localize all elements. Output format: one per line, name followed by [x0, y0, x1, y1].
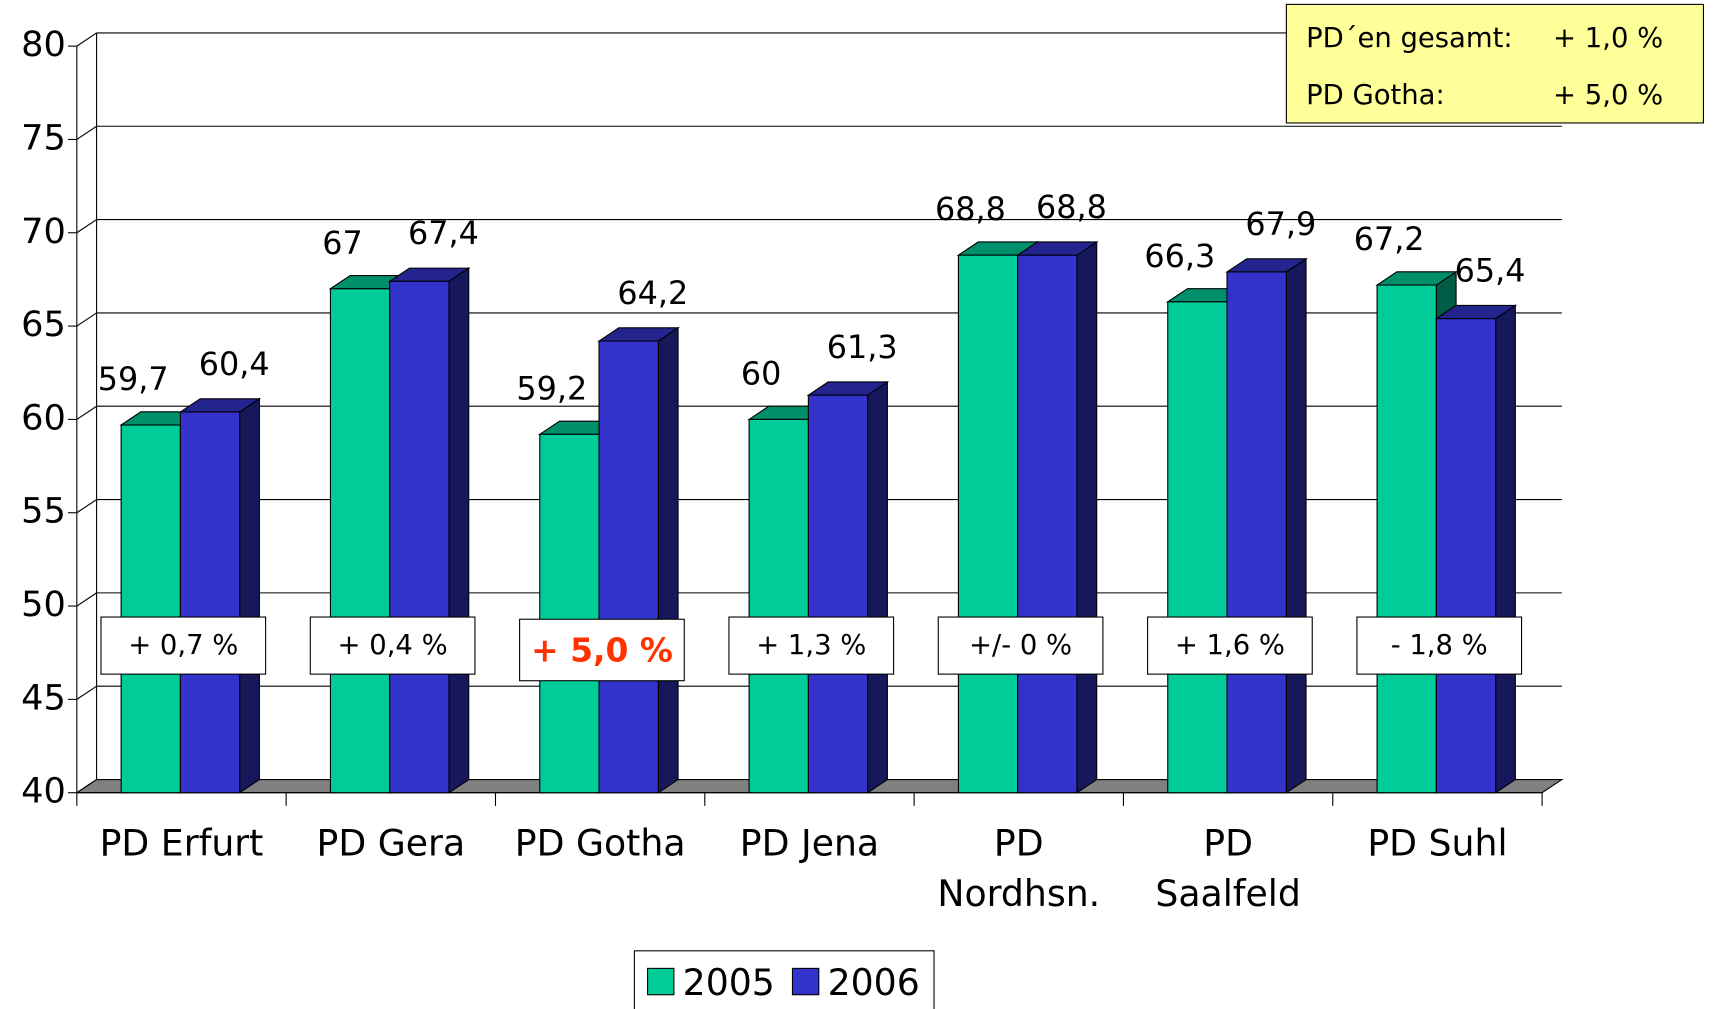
x-tick-label: PD Saalfeld [1155, 821, 1301, 915]
info-text: + 1,0 % [1553, 23, 1663, 54]
info-text: PD´en gesamt: [1306, 23, 1512, 54]
y-tick-label: 75 [21, 117, 66, 158]
bar [387, 267, 471, 794]
y-tick-label: 45 [21, 677, 66, 718]
bar-front [389, 280, 450, 794]
value-label: 64,2 [617, 274, 688, 312]
y-tick-label: 70 [21, 211, 66, 252]
bar-front [1376, 284, 1437, 794]
y-tick-slant [76, 125, 97, 140]
bar [1434, 304, 1518, 794]
y-tick-slant [76, 499, 97, 514]
x-tick-label: PD Suhl [1367, 821, 1507, 864]
y-tick-slant [76, 592, 97, 607]
y-tick-slant [76, 685, 97, 700]
change-box [728, 616, 895, 675]
value-label: 68,8 [935, 190, 1006, 228]
change-box [100, 616, 267, 675]
info-text: PD Gotha: [1306, 80, 1445, 111]
y-tick-slant [76, 405, 97, 420]
legend-label: 2006 [828, 961, 920, 1004]
bar-front [1017, 254, 1078, 794]
x-tick-label: PD Gotha [515, 821, 686, 864]
y-tick-label: 60 [21, 397, 66, 438]
x-tick-label: PD Jena [740, 821, 879, 864]
value-label: 60,4 [199, 345, 270, 383]
info-text: + 5,0 % [1553, 80, 1663, 111]
value-label: 68,8 [1036, 188, 1107, 226]
value-label: 67,4 [408, 214, 479, 252]
bar-front [748, 418, 809, 794]
value-label: 67 [322, 224, 363, 262]
value-label: 60 [741, 354, 782, 392]
bar-front [1226, 271, 1287, 794]
change-label: + 5,0 % [531, 631, 673, 670]
bar-front [179, 411, 241, 794]
bar-side [239, 397, 260, 794]
value-label: 66,3 [1144, 237, 1215, 275]
change-label: + 1,6 % [1175, 630, 1285, 661]
legend-swatch [647, 967, 675, 996]
change-label: - 1,8 % [1391, 630, 1488, 661]
bar [178, 397, 262, 794]
legend [633, 950, 935, 1009]
bar-side [448, 267, 470, 794]
y-tick-slant [76, 219, 97, 234]
bar-front [120, 424, 181, 794]
bar-front [1435, 318, 1497, 794]
bar-side [867, 380, 888, 794]
value-label: 61,3 [827, 328, 898, 366]
x-tick-label: PD Gera [316, 821, 465, 864]
bar-front [957, 254, 1019, 794]
bar-side [657, 326, 679, 794]
value-label: 59,2 [516, 369, 587, 407]
change-box [1356, 616, 1523, 675]
bar-side [1495, 304, 1516, 794]
bar [806, 380, 890, 794]
bar-side [1285, 257, 1307, 794]
value-label: 67,9 [1245, 205, 1316, 243]
value-label: 59,7 [98, 360, 169, 398]
change-label: + 1,3 % [756, 630, 866, 661]
value-label: 67,2 [1354, 220, 1425, 258]
bar [597, 326, 680, 794]
bar-front [1167, 301, 1228, 794]
change-label: + 0,4 % [338, 630, 448, 661]
bar [1225, 257, 1308, 794]
y-tick-slant [76, 32, 97, 47]
bar-front [807, 394, 869, 794]
y-tick-label: 80 [21, 24, 66, 65]
y-tick-label: 65 [21, 304, 66, 345]
change-box [937, 616, 1104, 675]
legend-swatch [791, 967, 820, 996]
change-box [519, 618, 685, 682]
x-tick-label: PD Nordhsn. [937, 821, 1100, 915]
legend-label: 2005 [683, 961, 775, 1004]
y-tick-label: 55 [21, 491, 66, 532]
bar-front [329, 288, 391, 794]
change-label: + 0,7 % [128, 630, 238, 661]
y-tick-slant [76, 779, 97, 794]
bar [1015, 240, 1099, 794]
change-box [1147, 616, 1313, 675]
info-box [1285, 3, 1704, 124]
change-label: +/- 0 % [969, 630, 1072, 661]
value-label: 65,4 [1455, 252, 1526, 290]
y-tick-label: 40 [21, 771, 66, 812]
x-tick-label: PD Erfurt [100, 821, 264, 864]
bar-front [598, 340, 659, 794]
y-tick-slant [76, 312, 97, 327]
y-tick-label: 50 [21, 584, 66, 625]
bar-side [1076, 240, 1098, 794]
bar-front [539, 433, 600, 794]
change-box [309, 616, 476, 675]
